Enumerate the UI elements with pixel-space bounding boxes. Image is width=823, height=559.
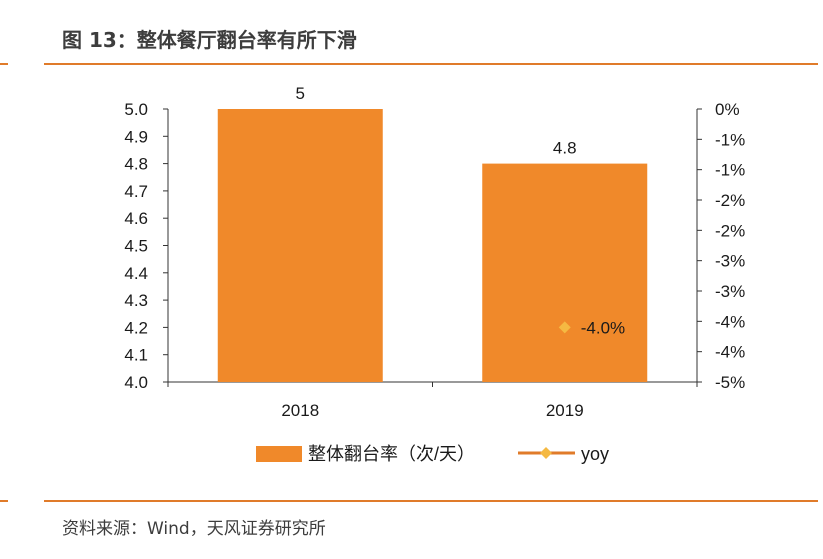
right-axis-tick-label: -4% [715, 312, 745, 331]
right-axis-tick-label: -1% [715, 161, 745, 180]
yoy-point-2019 [558, 321, 571, 334]
legend-swatch-bar [256, 446, 302, 462]
legend: 整体翻台率（次/天） yoy [256, 444, 609, 464]
right-axis-tick-label: -3% [715, 282, 745, 301]
left-axis-tick-label: 4.5 [124, 237, 148, 256]
edge-marker-top [0, 63, 8, 65]
right-axis-tick-label: -2% [715, 191, 745, 210]
left-axis-tick-label: 4.1 [124, 346, 148, 365]
left-axis-tick-label: 4.9 [124, 127, 148, 146]
bar-2018 [217, 109, 383, 382]
right-axis-tick-label: -1% [715, 130, 745, 149]
legend-label-bar: 整体翻台率（次/天） [308, 444, 475, 464]
bottom-divider [44, 500, 818, 502]
left-axis-tick-label: 4.4 [124, 264, 148, 283]
top-divider [44, 63, 818, 65]
right-axis-tick-label: -3% [715, 252, 745, 271]
left-axis-tick-label: 4.0 [124, 373, 148, 392]
left-axis-tick-label: 4.3 [124, 291, 148, 310]
left-axis-tick-label: 4.7 [124, 182, 148, 201]
legend-label-yoy: yoy [581, 444, 609, 464]
right-axis-tick-label: 0% [715, 100, 740, 119]
right-axis-tick-label: -5% [715, 373, 745, 392]
source-note: 资料来源：Wind，天风证券研究所 [62, 519, 326, 539]
right-axis-tick-label: -2% [715, 221, 745, 240]
x-axis-tick-label: 2019 [546, 401, 584, 420]
yoy-data-label: -4.0% [581, 318, 625, 337]
chart: 5.0 4.9 4.8 4.7 4.6 4.5 4.4 4.3 4.2 4.1 4.0 0% -1% -1… [124, 84, 745, 464]
bar-2019 [482, 163, 648, 382]
left-axis-tick-label: 5.0 [124, 100, 148, 119]
chart-title: 图 13：整体餐厅翻台率有所下滑 [62, 28, 357, 52]
left-axis-tick-label: 4.8 [124, 155, 148, 174]
left-axis-tick-label: 4.6 [124, 209, 148, 228]
left-axis-tick-label: 4.2 [124, 318, 148, 337]
edge-marker-bottom [0, 500, 8, 502]
right-axis-tick-label: -4% [715, 343, 745, 362]
bar-data-label: 5 [296, 84, 305, 103]
bar-data-label: 4.8 [553, 139, 577, 158]
legend-swatch-marker [540, 447, 552, 459]
x-axis-tick-label: 2018 [281, 401, 319, 420]
